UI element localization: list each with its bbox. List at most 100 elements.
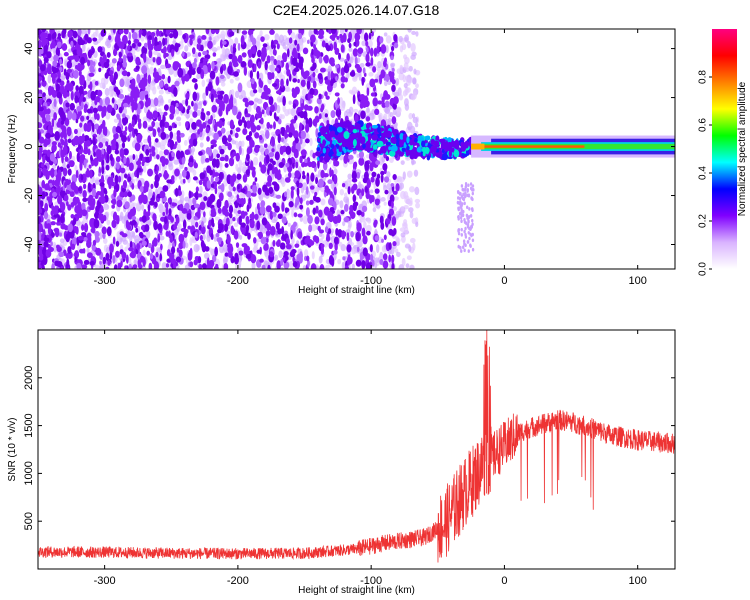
noise-blob [186, 108, 190, 115]
noise-blob [340, 209, 345, 215]
noise-blob [137, 118, 142, 124]
noise-blob [110, 174, 114, 185]
noise-blob [43, 56, 49, 63]
noise-blob [199, 234, 203, 242]
noise-blob [266, 55, 271, 64]
noise-blob [290, 186, 295, 191]
noise-blob [51, 191, 58, 198]
noise-speckle [396, 251, 401, 258]
noise-blob [265, 230, 271, 236]
noise-blob [47, 33, 52, 41]
noise-blob [93, 151, 96, 157]
noise-blob [280, 137, 284, 143]
noise-blob [312, 71, 316, 78]
noise-blob [211, 217, 215, 227]
noise-blob [370, 176, 375, 183]
noise-blob [109, 243, 114, 253]
noise-blob [119, 29, 124, 35]
noise-blob [252, 89, 258, 94]
noise-blob [238, 119, 243, 127]
noise-blob [147, 168, 154, 177]
noise-blob [166, 179, 173, 184]
noise-blob [249, 139, 255, 148]
noise-blob [320, 103, 325, 111]
noise-speckle [234, 90, 240, 99]
noise-blob [81, 264, 88, 269]
noise-blob [81, 224, 85, 231]
noise-blob [97, 89, 103, 97]
noise-blob [236, 198, 242, 203]
noise-speckle [143, 106, 148, 114]
noise-blob [229, 129, 233, 135]
noise-speckle [94, 179, 100, 185]
noise-blob [163, 149, 170, 156]
noise-blob [182, 178, 186, 184]
noise-blob [117, 175, 122, 183]
noise-blob [390, 231, 396, 237]
noise-blob [281, 216, 287, 224]
noise-blob [191, 100, 194, 107]
noise-blob [256, 220, 261, 231]
noise-speckle [348, 220, 353, 229]
noise-blob [279, 242, 286, 250]
noise-blob [115, 155, 121, 163]
noise-blob [159, 253, 163, 262]
noise-speckle [339, 104, 346, 112]
noise-blob [338, 52, 342, 60]
noise-blob [313, 47, 318, 57]
noise-speckle [302, 215, 308, 225]
noise-blob [59, 84, 65, 95]
noise-speckle [347, 173, 353, 180]
noise-speckle [160, 144, 166, 151]
noise-blob [213, 172, 220, 177]
noise-speckle [157, 85, 161, 90]
noise-speckle [157, 108, 162, 113]
noise-blob [340, 76, 346, 83]
noise-speckle [158, 89, 164, 95]
noise-blob [148, 200, 155, 206]
noise-blob [200, 226, 206, 235]
noise-blob [275, 221, 280, 231]
noise-blob [365, 53, 370, 63]
noise-blob [188, 63, 193, 72]
noise-blob [294, 170, 301, 178]
noise-speckle [149, 66, 155, 75]
noise-blob [97, 46, 103, 53]
noise-blob [79, 122, 83, 128]
noise-blob [147, 35, 152, 41]
noise-speckle [176, 143, 181, 152]
noise-blob [65, 233, 70, 243]
noise-blob [128, 263, 132, 269]
noise-speckle [395, 77, 400, 86]
noise-blob [170, 246, 176, 254]
noise-speckle [213, 236, 218, 242]
noise-blob [325, 95, 330, 100]
noise-speckle [89, 178, 95, 186]
noise-blob [197, 52, 202, 57]
noise-blob [44, 183, 50, 191]
noise-blob [78, 248, 85, 254]
noise-blob [237, 82, 243, 93]
noise-speckle [94, 264, 100, 269]
noise-speckle [404, 75, 410, 81]
noise-blob [273, 166, 279, 176]
noise-speckle [113, 118, 119, 123]
noise-blob [181, 156, 186, 165]
noise-speckle [122, 107, 128, 116]
noise-blob [271, 136, 275, 147]
noise-blob [176, 43, 181, 48]
noise-blob [148, 49, 153, 59]
noise-speckle [383, 32, 388, 37]
noise-blob [63, 51, 69, 57]
noise-blob [357, 47, 364, 54]
noise-blob [260, 36, 265, 42]
noise-blob [155, 44, 162, 51]
noise-blob [379, 258, 384, 266]
noise-blob [302, 161, 309, 167]
noise-speckle [219, 161, 223, 170]
noise-speckle [404, 195, 410, 204]
noise-blob [129, 84, 133, 89]
noise-blob [240, 188, 246, 193]
noise-blob [135, 160, 142, 166]
noise-blob [379, 36, 384, 44]
